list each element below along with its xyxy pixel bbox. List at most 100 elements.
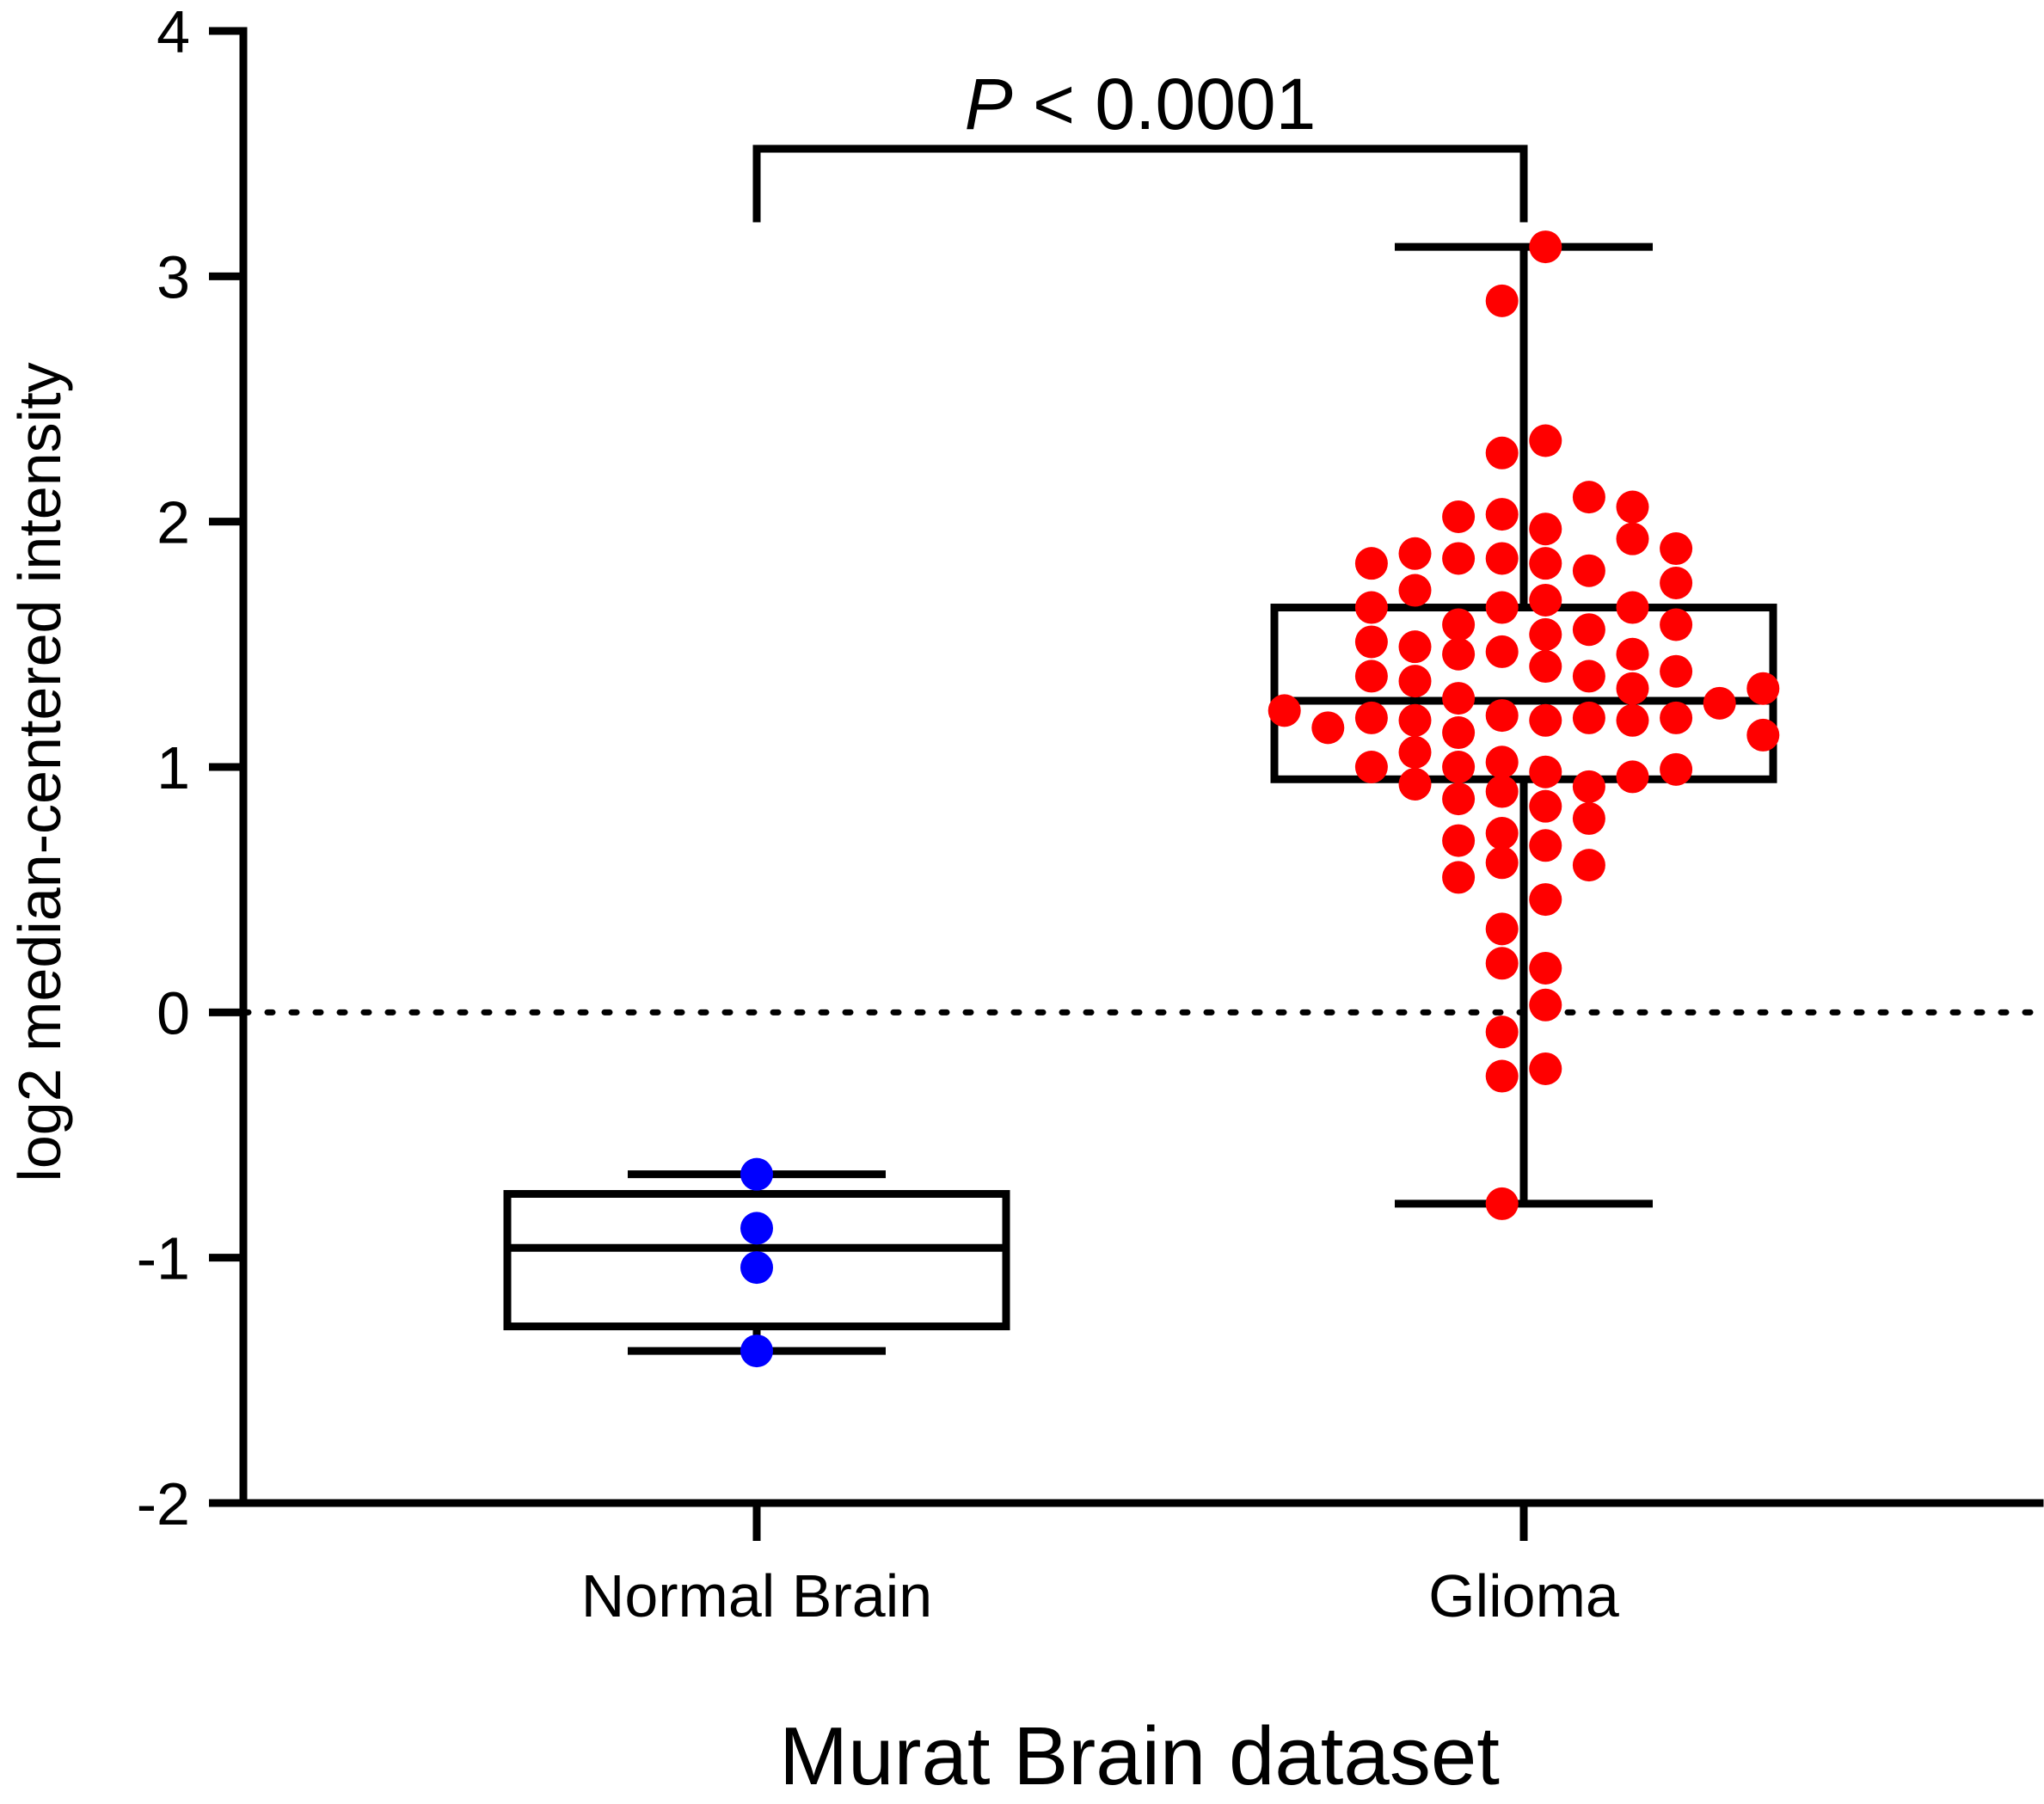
glioma-data-point: [1485, 498, 1519, 531]
glioma-data-point: [1442, 500, 1476, 533]
p-value-label: P < 0.0001: [965, 64, 1317, 144]
glioma-data-point: [1572, 801, 1605, 835]
x-category-label: Glioma: [1428, 1562, 1619, 1629]
glioma-data-point: [1354, 660, 1388, 693]
y-tick-label: -1: [137, 1225, 190, 1292]
normal-brain-box: [503, 1189, 1010, 1331]
glioma-data-point: [1485, 635, 1519, 668]
glioma-data-point: [1485, 846, 1519, 880]
glioma-data-point: [1616, 672, 1649, 705]
glioma-data-point: [1529, 988, 1562, 1022]
y-tick-label: 3: [157, 243, 190, 310]
glioma-data-point: [1268, 694, 1301, 727]
glioma-data-point: [1572, 660, 1605, 693]
glioma-data-point: [1398, 767, 1432, 801]
glioma-data-point: [1660, 608, 1693, 641]
glioma-data-point: [1660, 567, 1693, 599]
glioma-data-point: [1616, 490, 1649, 524]
glioma-data-point: [1442, 608, 1476, 641]
glioma-data-point: [1529, 703, 1562, 737]
glioma-data-point: [1485, 591, 1519, 624]
glioma-data-point: [1442, 637, 1476, 671]
glioma-data-point: [1529, 829, 1562, 862]
glioma-data-point: [1311, 711, 1345, 745]
glioma-data-point: [1529, 230, 1562, 264]
glioma-data-point: [1398, 537, 1432, 570]
x-category-label: Normal Brain: [581, 1562, 932, 1629]
glioma-data-point: [1354, 751, 1388, 783]
glioma-data-point: [1398, 735, 1432, 769]
glioma-data-point: [1703, 686, 1736, 720]
glioma-data-point: [1572, 701, 1605, 734]
glioma-data-point: [1529, 547, 1562, 580]
glioma-data-point: [1442, 751, 1476, 783]
glioma-data-point: [1485, 817, 1519, 850]
axes: -2 -1 0 1 2 3 4 Normal Brain Glioma: [137, 0, 2044, 1629]
glioma-data-point: [1485, 947, 1519, 980]
glioma-data-point: [1746, 718, 1780, 752]
glioma-data-point: [1485, 912, 1519, 946]
glioma-data-point: [1442, 782, 1476, 816]
y-tick-label: 0: [157, 979, 190, 1046]
glioma-data-point: [1660, 532, 1693, 566]
y-tick-label: 1: [157, 734, 190, 801]
significance-bracket: [752, 144, 1528, 223]
glioma-data-point: [1572, 613, 1605, 647]
glioma-data-point: [1660, 701, 1693, 734]
glioma-data-point: [1398, 630, 1432, 664]
glioma-data-point: [1485, 1187, 1519, 1220]
glioma-data-point: [1485, 436, 1519, 469]
glioma-data-point: [1442, 682, 1476, 715]
glioma-data-point: [1485, 699, 1519, 733]
plot-area: P < 0.0001: [240, 64, 2043, 1368]
x-axis-title: Murat Brain dataset: [779, 1710, 1500, 1802]
glioma-data-point: [1616, 637, 1649, 671]
glioma-data-point: [1746, 672, 1780, 705]
glioma-data-point: [1529, 424, 1562, 457]
p-value-symbol: P: [965, 64, 1013, 144]
glioma-data-point: [1398, 665, 1432, 698]
glioma-box: [1270, 604, 1777, 783]
glioma-data-point: [1529, 951, 1562, 985]
normal-brain-data-point: [740, 1157, 773, 1191]
glioma-data-point: [1442, 861, 1476, 894]
glioma-data-point: [1354, 625, 1388, 659]
glioma-data-point: [1485, 1016, 1519, 1049]
glioma-data-point: [1572, 481, 1605, 514]
glioma-data-point: [1529, 650, 1562, 684]
normal-brain-data-point: [740, 1335, 773, 1368]
glioma-data-point: [1485, 542, 1519, 575]
glioma-data-point: [1442, 542, 1476, 575]
glioma-data-point: [1485, 1059, 1519, 1093]
glioma-data-point: [1572, 770, 1605, 803]
glioma-data-point: [1529, 512, 1562, 546]
glioma-data-point: [1529, 789, 1562, 823]
glioma-data-point: [1398, 574, 1432, 607]
glioma-data-point: [1529, 755, 1562, 788]
p-value-text: < 0.0001: [1013, 64, 1317, 144]
glioma-data-point: [1485, 284, 1519, 317]
glioma-data-point: [1442, 716, 1476, 750]
glioma-data-point: [1485, 775, 1519, 808]
glioma-data-point: [1616, 760, 1649, 794]
glioma-data-point: [1354, 591, 1388, 624]
normal-brain-data-point: [740, 1251, 773, 1285]
y-tick-label: -2: [137, 1470, 190, 1537]
glioma-data-point: [1354, 701, 1388, 734]
glioma-data-point: [1572, 554, 1605, 587]
glioma-data-point: [1529, 617, 1562, 651]
glioma-data-point: [1529, 883, 1562, 917]
glioma-data-point: [1572, 849, 1605, 882]
glioma-data-point: [1529, 1052, 1562, 1085]
y-tick-label: 2: [157, 489, 190, 556]
y-tick-label: 4: [157, 0, 190, 65]
glioma-data-point: [1616, 703, 1649, 737]
y-axis-title: log2 median-centered intensity: [6, 362, 73, 1181]
glioma-data-point: [1485, 746, 1519, 779]
glioma-data-point: [1398, 703, 1432, 737]
glioma-data-point: [1354, 547, 1388, 580]
glioma-data-point: [1616, 522, 1649, 555]
glioma-data-point: [1660, 752, 1693, 786]
glioma-data-point: [1529, 583, 1562, 617]
